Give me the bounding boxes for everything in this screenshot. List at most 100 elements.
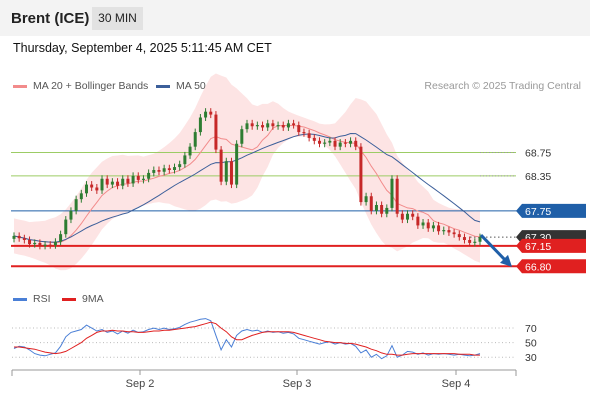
candle-body [297, 125, 301, 133]
level-support-1: 67.15 [11, 238, 586, 253]
candle [188, 143, 192, 159]
candle-body [245, 123, 249, 130]
candle-body [116, 181, 120, 186]
candle [307, 129, 311, 142]
candle-body [22, 238, 26, 240]
candle-body [442, 230, 446, 232]
candle-body [302, 132, 306, 134]
candle [126, 175, 130, 187]
candle-body [90, 184, 94, 188]
candle [359, 143, 363, 206]
candle-body [317, 140, 321, 144]
candle-body [431, 225, 435, 229]
candle-body [229, 161, 233, 185]
candle-body [43, 244, 47, 246]
candle [131, 172, 135, 187]
candle [173, 163, 177, 174]
rsi-tick-30: 30 [525, 352, 537, 364]
candle [69, 207, 73, 224]
candle [245, 119, 249, 133]
candle-body [79, 193, 83, 200]
candle-body [198, 117, 202, 133]
candle [43, 241, 47, 250]
candle-body [359, 146, 363, 203]
candle [53, 238, 57, 249]
candle-body [385, 207, 389, 214]
candle [271, 119, 275, 130]
candle [437, 221, 441, 235]
candle-body [307, 133, 311, 138]
candle-body [214, 114, 218, 150]
ma20-line [13, 124, 481, 244]
candle [193, 128, 197, 151]
candle-body [147, 172, 151, 179]
candle [286, 119, 290, 131]
rsi-ma-line [14, 321, 480, 356]
candle [406, 210, 410, 224]
candle-body [286, 123, 290, 128]
candle-body [219, 149, 223, 182]
candle-body [110, 181, 114, 185]
candle [281, 121, 285, 131]
candle-body [235, 143, 239, 185]
candle [380, 201, 384, 218]
candle [147, 169, 151, 183]
candle [457, 230, 461, 241]
candle [473, 238, 477, 247]
legend-ma20: MA 20 + Bollinger Bands [13, 80, 148, 92]
forecast-arrow-head [500, 254, 512, 267]
candle [374, 201, 378, 215]
timeframe-button[interactable]: 30 MIN [92, 7, 143, 30]
candle [219, 146, 223, 186]
candle-body [354, 140, 358, 147]
candle-body [426, 222, 430, 229]
candle [90, 181, 94, 191]
candle [317, 137, 321, 148]
legend-ma50: MA 50 [156, 80, 206, 92]
candle [431, 221, 435, 232]
candle-body [452, 232, 456, 235]
candle-body [173, 167, 177, 170]
candle-body [64, 219, 68, 235]
level-tag-support-2 [516, 259, 586, 274]
candle-body [38, 242, 42, 246]
candle [12, 232, 16, 243]
candle-body [224, 161, 228, 182]
candle [167, 164, 171, 174]
candle [64, 216, 68, 238]
level-resistance-2: 68.75 [11, 148, 551, 160]
candle-body [312, 137, 316, 141]
candle-body [369, 196, 373, 211]
candle [110, 178, 114, 189]
level-label-support-2: 66.80 [525, 261, 551, 273]
candle-body [167, 168, 171, 170]
candle-body [136, 175, 140, 180]
candle [442, 226, 446, 235]
candle-body [95, 187, 99, 191]
candle-body [28, 240, 32, 245]
candle [333, 137, 337, 151]
legend-rsi: RSI [13, 293, 51, 305]
candle [229, 157, 233, 189]
candle-body [395, 178, 399, 214]
candle-body [84, 184, 88, 194]
candle-body [462, 237, 466, 240]
candle [261, 121, 265, 131]
candle [74, 195, 78, 215]
candle [400, 210, 404, 224]
forecast-arrow-shaft [479, 234, 507, 261]
candle-body [48, 244, 52, 246]
candle [338, 139, 342, 151]
candle-body [473, 241, 477, 243]
candle [28, 236, 32, 248]
legend-ma50-label: MA 50 [176, 80, 206, 92]
candle-body [105, 178, 109, 185]
candle [323, 139, 327, 148]
candle [157, 166, 161, 176]
ma9-swatch [62, 297, 76, 301]
legend-ma9: 9MA [62, 293, 104, 305]
candle [136, 172, 140, 184]
candle-body [281, 125, 285, 128]
